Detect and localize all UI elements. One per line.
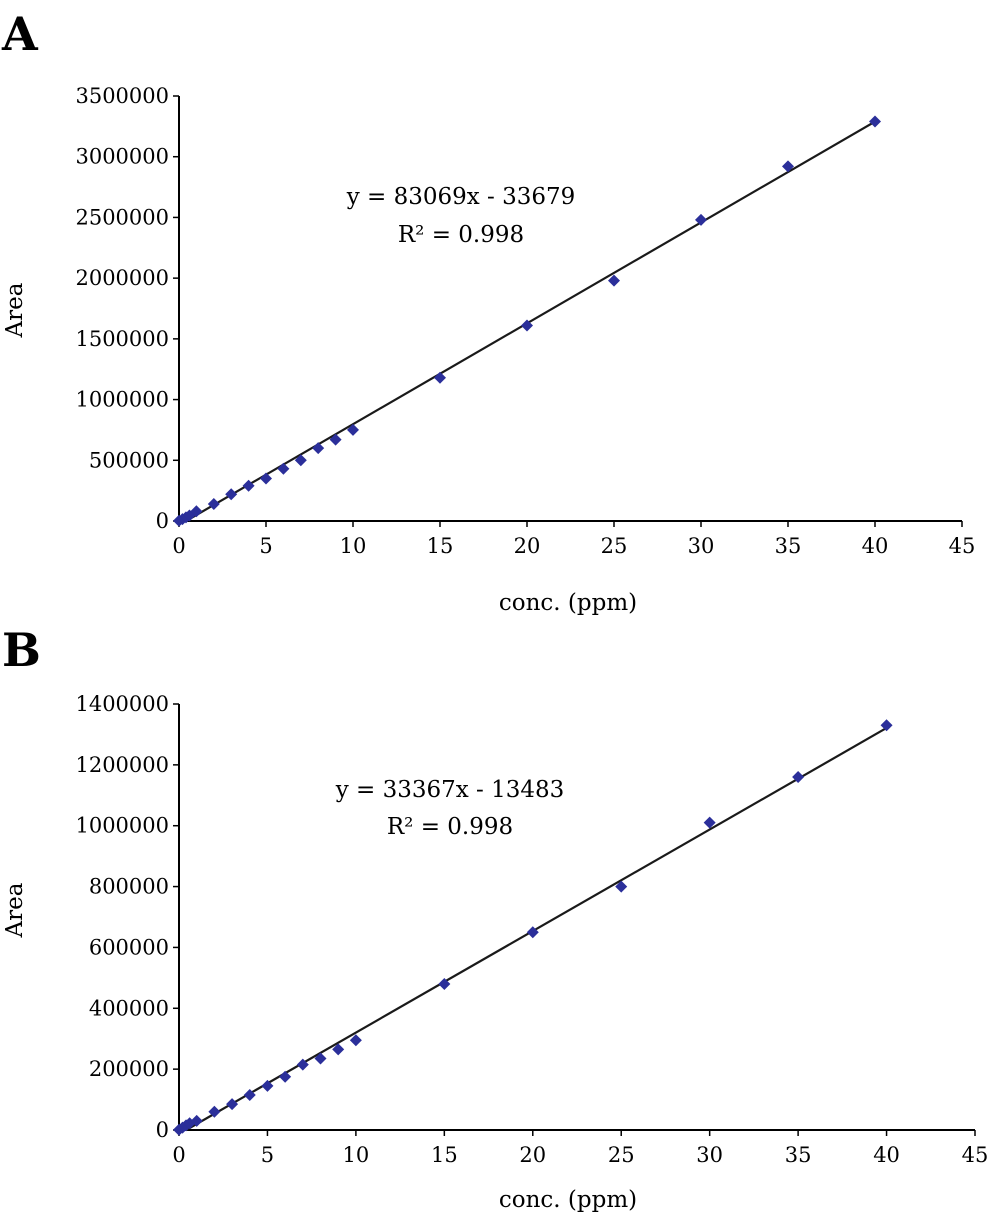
x-tick-label: 25 <box>601 534 628 558</box>
data-point <box>279 1070 292 1083</box>
data-point <box>792 771 805 784</box>
data-point <box>296 1058 309 1071</box>
x-tick-label: 45 <box>962 1143 989 1167</box>
y-tick-label: 2500000 <box>75 205 169 229</box>
data-point <box>312 442 325 455</box>
chart-panel-b: B 0 200000 400000 600000 800000 1000000 120000… <box>2 623 988 1213</box>
plot-area-a: 0 500000 1000000 1500000 2000000 2500000 30000… <box>75 84 975 558</box>
x-tick-label: 5 <box>261 1143 274 1167</box>
x-tick-label: 15 <box>431 1143 458 1167</box>
y-tick-label: 1000000 <box>75 814 169 838</box>
y-tick-label: 0 <box>156 1118 169 1142</box>
data-point <box>782 160 794 173</box>
x-tick-label: 5 <box>259 534 272 558</box>
data-point <box>314 1052 327 1065</box>
x-tick-label: 25 <box>608 1143 635 1167</box>
data-point <box>226 1098 239 1111</box>
data-point <box>434 371 446 384</box>
data-point <box>869 115 881 128</box>
data-point <box>190 1114 203 1127</box>
x-tick-label: 20 <box>519 1143 546 1167</box>
data-point <box>438 977 451 990</box>
x-tick-label: 30 <box>696 1143 723 1167</box>
data-point <box>332 1043 345 1056</box>
data-point <box>208 1105 221 1118</box>
data-point <box>277 462 290 475</box>
x-tick-label: 40 <box>862 534 889 558</box>
data-point <box>703 816 716 829</box>
equation-label-a: y = 83069x - 33679 <box>346 184 576 210</box>
x-axis-title-a: conc. (ppm) <box>499 590 637 616</box>
x-tick-label: 10 <box>343 1143 370 1167</box>
data-point <box>521 319 533 332</box>
chart-panel-a: A 05000001000000150000020000002500000300… <box>1 7 975 616</box>
x-tick-label: 15 <box>427 534 454 558</box>
x-tick-label: 35 <box>785 1143 812 1167</box>
x-tick-label: 30 <box>688 534 715 558</box>
data-point <box>261 1079 274 1092</box>
y-tick-label: 3000000 <box>75 145 169 169</box>
y-tick-label: 200000 <box>89 1057 169 1081</box>
y-tick-label: 800000 <box>89 875 169 899</box>
x-tick-label: 20 <box>514 534 541 558</box>
data-point <box>329 433 342 446</box>
panel-letter-a: A <box>1 7 39 61</box>
equation-label-b: y = 33367x - 13483 <box>335 777 565 803</box>
x-tick-label: 10 <box>340 534 367 558</box>
data-point <box>349 1034 362 1047</box>
data-point <box>880 719 893 732</box>
data-point <box>526 926 539 939</box>
x-tick-label: 35 <box>775 534 802 558</box>
data-point <box>294 454 307 467</box>
y-tick-label: 400000 <box>89 996 169 1020</box>
y-tick-label: 1500000 <box>75 327 169 351</box>
r-squared-label-a: R² = 0.998 <box>398 222 524 248</box>
x-tick-label: 0 <box>172 1143 185 1167</box>
r-squared-label-b: R² = 0.998 <box>387 814 513 840</box>
trendline <box>185 120 876 522</box>
y-tick-label: 1400000 <box>75 692 169 716</box>
data-point <box>243 1089 256 1102</box>
y-tick-label: 1200000 <box>75 753 169 777</box>
y-tick-label: 600000 <box>89 935 169 959</box>
y-tick-label: 2000000 <box>75 266 169 290</box>
y-tick-label: 3500000 <box>75 84 169 108</box>
y-tick-label: 500000 <box>89 448 169 472</box>
data-point <box>695 213 707 226</box>
data-point <box>347 423 359 436</box>
y-axis-title-b: Area <box>2 882 28 938</box>
data-point <box>615 880 628 893</box>
panel-letter-b: B <box>2 623 41 677</box>
plot-area-b: 0 200000 400000 600000 800000 1000000 1200000 1… <box>75 692 988 1167</box>
y-tick-label: 1000000 <box>75 388 169 412</box>
data-point <box>260 472 272 485</box>
y-axis-title-a: Area <box>2 282 28 338</box>
data-point <box>242 479 255 492</box>
x-tick-label: 0 <box>172 534 185 558</box>
data-point <box>608 274 620 287</box>
x-axis-title-b: conc. (ppm) <box>499 1187 637 1213</box>
data-point <box>225 488 238 501</box>
data-point <box>190 505 203 518</box>
x-tick-label: 45 <box>949 534 976 558</box>
x-tick-label: 40 <box>873 1143 900 1167</box>
data-point <box>207 498 220 510</box>
y-tick-label: 0 <box>156 509 169 533</box>
